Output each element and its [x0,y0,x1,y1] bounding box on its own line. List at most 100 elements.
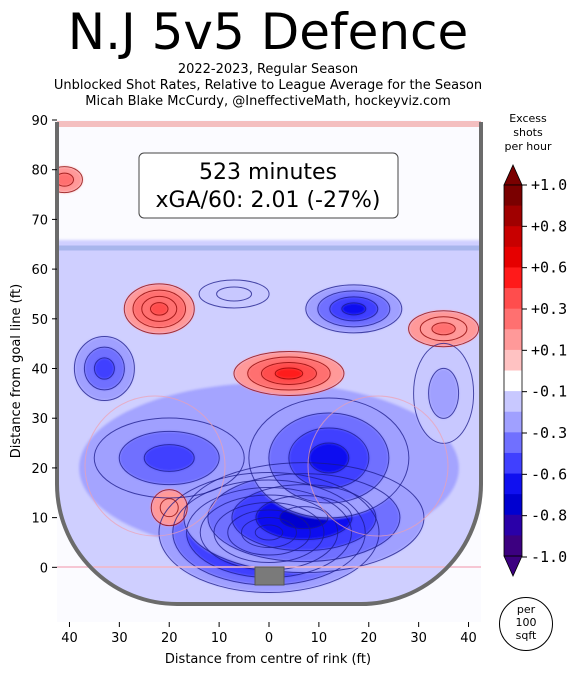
y-tick-label: 0 [40,561,48,576]
colorbar-band [504,411,522,433]
contour-line [158,472,380,594]
contour-line [150,302,169,316]
colorbar-tick-label: -0.8 [531,507,567,525]
y-tick-label: 90 [31,114,48,129]
contour-level [431,322,456,335]
contour-level [216,286,252,301]
x-tick-label: 20 [161,631,178,646]
contour-line [254,524,284,541]
contour-line [207,473,401,563]
colorbar-band [504,514,522,536]
subtitle-season: 2022-2023, Regular Season [177,62,359,77]
contour-level [275,367,303,379]
contour-line [431,322,456,336]
y-tick-label: 80 [31,164,48,179]
contour-line [341,302,367,316]
summary-box-frame [138,152,399,219]
contour-line [216,286,253,302]
colorbar-tick-label: -0.3 [531,424,567,442]
axes: 0 10 20 30 40 50 60 70 80 90 40 30 20 10 0 10 20 30 40 [31,114,476,646]
summary-box: 523 minutes xGA/60: 2.01 (-27%) [138,152,399,219]
subtitle-author: Micah Blake McCurdy, @IneffectiveMath, h… [85,94,451,109]
contour-line [233,350,345,396]
faceoff-circle-right [307,395,449,537]
colorbar-tick-label: +0.3 [531,300,567,318]
colorbar-band [504,370,522,392]
contour-line [408,310,480,348]
colorbar-band [504,391,522,413]
contour-line [118,430,220,486]
contour-level [57,173,74,187]
goal-net [254,566,285,586]
contour-line [73,336,135,402]
contour-level [341,302,366,315]
colorbar-title-line3: per hour [504,140,552,153]
colorbar-bottom-arrow [503,555,523,577]
contour-line [231,484,377,552]
y-tick-label: 40 [31,363,48,378]
contour-line [428,367,460,419]
colorbar-tick-label: +0.1 [531,341,567,359]
contour-line [123,283,195,335]
colorbar-tick-label: +0.6 [531,259,567,277]
minutes-label: 523 minutes [199,160,337,185]
x-tick-label: 30 [111,631,128,646]
contour-line [143,444,195,472]
x-tick-label: 40 [61,631,78,646]
colorbar-band [504,452,522,475]
colorbar-band [504,308,522,330]
contour-line [83,346,125,391]
y-tick-label: 70 [31,213,48,228]
contour-level [428,368,459,419]
x-tick-label: 30 [410,631,427,646]
contour-line [57,166,83,194]
contour-line [268,412,390,504]
heatmap-contours [57,166,481,604]
contour-level [144,444,195,472]
contour-line [93,357,115,380]
x-tick-label: 40 [460,631,477,646]
contour-line [305,284,403,334]
y-tick-label: 20 [31,462,48,477]
contour-line [419,316,468,342]
colorbar-band [504,473,522,495]
contour-line [132,289,187,329]
colorbar-band [504,267,522,289]
unit-line3: sqft [515,629,537,642]
contour-line [329,296,379,322]
colorbar-band [504,185,522,207]
colorbar-band [504,226,522,248]
contour-line [247,356,331,391]
xga-label: xGA/60: 2.01 (-27%) [156,188,381,213]
y-axis-label: Distance from goal line (ft) [9,284,24,458]
contour-line [413,342,475,444]
contour-line [248,397,410,519]
subtitle-description: Unblocked Shot Rates, Relative to League… [53,78,483,93]
colorbar-top-arrow [503,164,523,186]
colorbar-band [504,432,522,454]
colorbar-tick-label: -1.0 [531,548,567,566]
x-tick-label: 20 [360,631,377,646]
colorbar-tick-label: -0.6 [531,465,567,483]
colorbar-band [504,494,522,516]
colorbar-title-line2: shots [513,126,543,139]
colorbar-title-line1: Excess [509,112,547,125]
contour-line [317,290,391,328]
contour-line [241,517,297,549]
contour-line [159,498,179,518]
contour-line [141,295,178,322]
contour-line [260,361,317,385]
x-tick-label: 0 [265,631,273,646]
colorbar-tick-label: -0.1 [531,383,567,401]
contour-line [93,417,245,499]
x-axis-label: Distance from centre of rink (ft) [165,652,371,667]
unit-line1: per [516,603,536,616]
contour-line [198,279,270,309]
colorbar-tick-label: +1.0 [531,176,567,194]
colorbar-band [504,535,522,557]
rink-boards [55,122,483,606]
unit-line2: 100 [515,616,537,629]
unit-badge: per 100 sqft [499,597,553,651]
colorbar-band [504,329,522,351]
